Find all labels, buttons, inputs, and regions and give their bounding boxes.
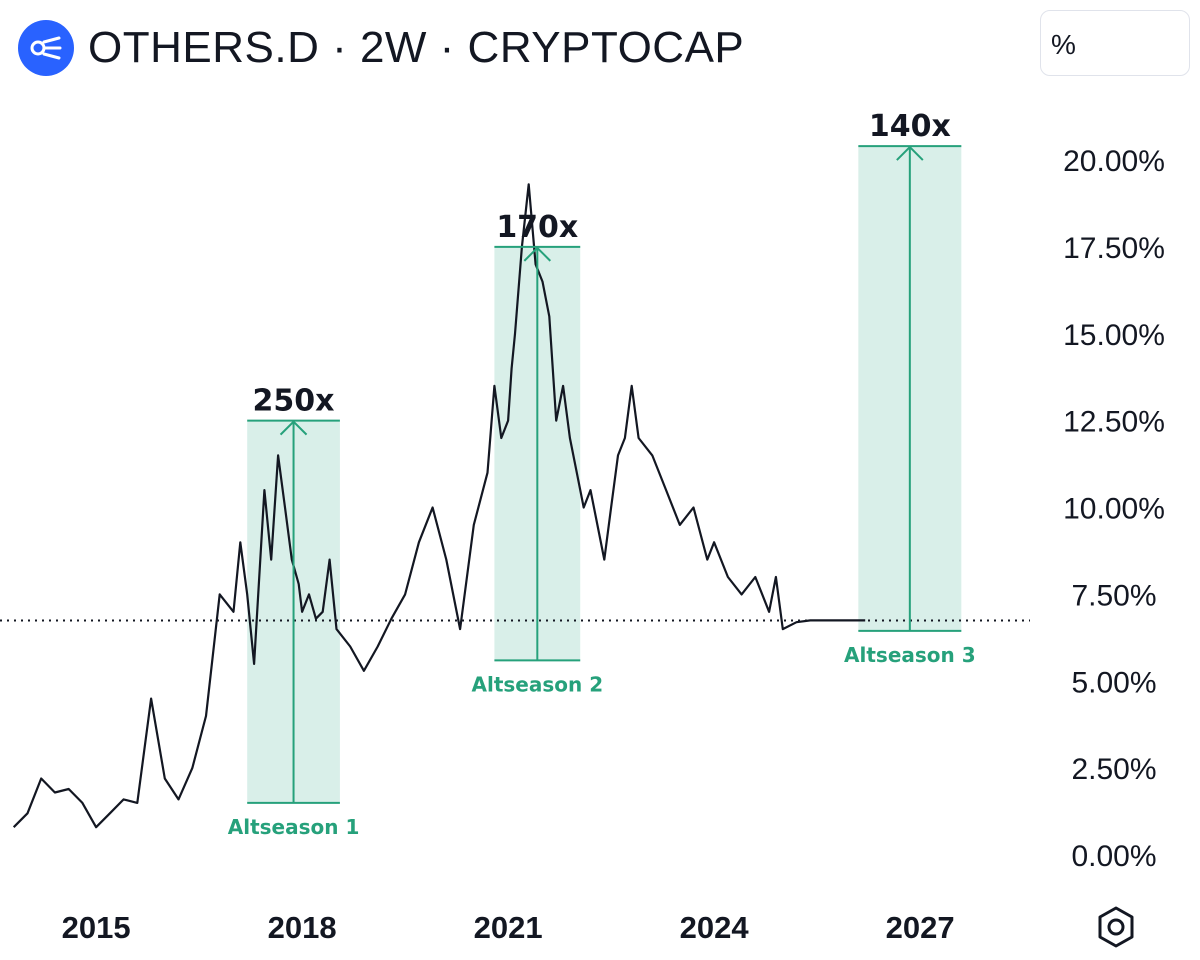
chart-settings-icon[interactable]	[1094, 905, 1138, 949]
cryptocap-logo-icon	[18, 20, 74, 76]
x-tick-label: 2027	[886, 910, 955, 945]
percent-scale-button[interactable]: %	[1040, 10, 1190, 76]
y-tick-label: 20.00%	[1063, 145, 1165, 178]
y-tick-label: 10.00%	[1063, 493, 1165, 526]
multiplier-label: 250x	[253, 384, 335, 419]
y-tick-label: 7.50%	[1071, 579, 1156, 612]
x-tick-label: 2018	[268, 910, 337, 945]
y-tick-label: 17.50%	[1063, 232, 1165, 265]
chart-header: OTHERS.D · 2W · CRYPTOCAP	[18, 18, 744, 78]
y-tick-label: 0.00%	[1071, 840, 1156, 873]
x-tick-label: 2015	[62, 910, 131, 945]
altseason-label: Altseason 2	[472, 672, 604, 696]
growth-arrow-head	[523, 246, 552, 262]
growth-arrow-head	[279, 420, 308, 436]
chart-title: OTHERS.D · 2W · CRYPTOCAP	[88, 23, 745, 72]
y-tick-label: 12.50%	[1063, 406, 1165, 439]
multiplier-label: 170x	[496, 210, 578, 245]
y-tick-label: 5.00%	[1071, 666, 1156, 699]
altseason-label: Altseason 3	[844, 643, 976, 667]
y-tick-label: 2.50%	[1071, 753, 1156, 786]
y-tick-label: 15.00%	[1063, 319, 1165, 352]
x-tick-label: 2024	[680, 910, 750, 945]
price-series-line	[12, 183, 866, 829]
growth-arrow-head	[896, 145, 924, 161]
x-tick-label: 2021	[474, 910, 543, 945]
multiplier-label: 140x	[869, 109, 951, 144]
altseason-label: Altseason 1	[228, 815, 360, 839]
